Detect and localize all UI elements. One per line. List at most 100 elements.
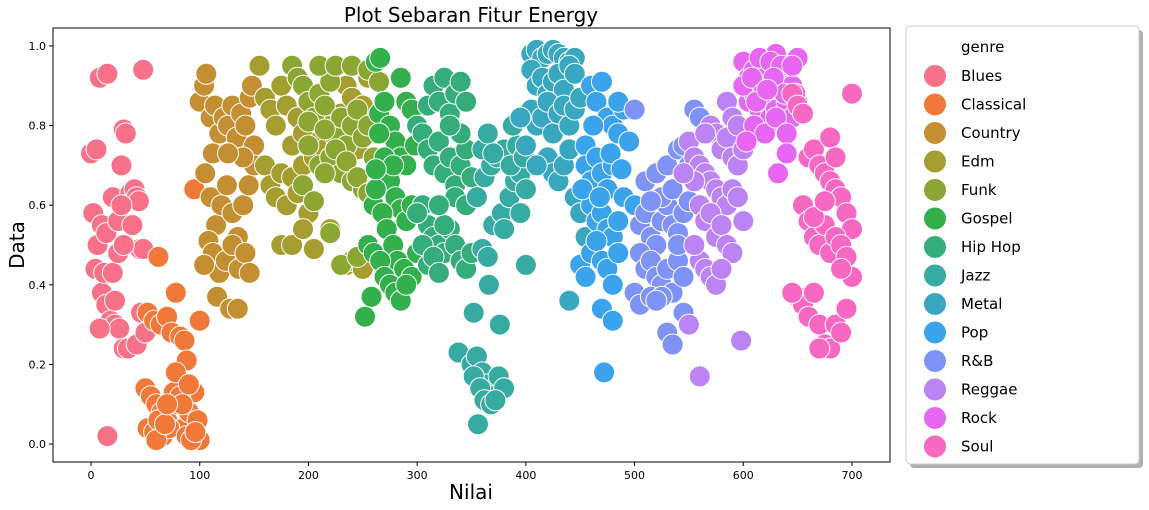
legend-label: Jazz (960, 267, 990, 285)
point-reggae (710, 214, 733, 237)
legend-label: Gospel (961, 210, 1013, 228)
x-tick-label: 0 (88, 469, 95, 482)
point-funk (313, 94, 336, 117)
point-blues (96, 62, 119, 85)
point-hip-hop (427, 130, 450, 153)
point-gospel (364, 158, 387, 181)
point-classical (177, 373, 200, 396)
point-rock (754, 122, 776, 145)
point-country (238, 261, 261, 284)
point-edm (292, 218, 314, 241)
x-tick-label: 700 (841, 469, 862, 482)
legend: genre Blues Classical Country Edm Funk Gospel… (905, 25, 1143, 468)
point-country (195, 62, 218, 85)
y-tick-label: 0.2 (29, 358, 47, 371)
legend-label: Rock (961, 409, 997, 427)
point-gospel (395, 273, 418, 296)
point-gospel (364, 178, 387, 201)
legend-marker (923, 434, 947, 459)
point-hip-hop (455, 90, 478, 113)
point-r-b (661, 333, 684, 356)
x-tick-label: 500 (624, 469, 645, 482)
legend-marker (923, 263, 947, 288)
legend-marker (923, 121, 947, 145)
point-country (232, 194, 255, 217)
point-country (226, 297, 249, 320)
point-r-b (645, 289, 668, 312)
point-soul (813, 190, 836, 213)
point-blues (96, 425, 119, 448)
legend-marker (923, 64, 947, 88)
point-pop (618, 130, 641, 153)
point-hip-hop (427, 194, 450, 217)
legend-label: Metal (961, 295, 1002, 313)
point-soul (792, 102, 814, 125)
point-rock (740, 66, 763, 89)
point-blues (88, 317, 111, 340)
legend-label: Funk (961, 181, 997, 199)
point-rock (764, 106, 787, 129)
legend-label: Soul (961, 438, 993, 456)
point-hip-hop (406, 202, 429, 225)
point-reggae (688, 365, 711, 388)
ticks-layer: 0 100 200 300 400 500 600 700 0.0 0.2 0.4 0.6 0.8 1.0 (29, 40, 863, 482)
legend-label: Edm (961, 153, 995, 171)
point-pop (610, 158, 633, 181)
point-funk (313, 162, 336, 185)
point-classical (184, 421, 207, 444)
legend-marker (923, 406, 947, 430)
point-soul (835, 297, 858, 320)
point-funk (313, 118, 336, 141)
point-gospel (354, 305, 376, 328)
y-axis-label: Data (5, 221, 29, 269)
point-classical (156, 393, 179, 416)
y-tick-label: 0.0 (29, 438, 47, 451)
point-metal (509, 106, 532, 129)
point-blues (114, 122, 137, 145)
point-blues (110, 154, 133, 177)
point-metal (525, 154, 548, 177)
point-soul (808, 337, 831, 360)
legend-marker (923, 320, 947, 345)
x-tick-label: 600 (733, 469, 754, 482)
point-classical (154, 413, 176, 436)
legend-label: Blues (961, 67, 1002, 85)
chart-title: Plot Sebaran Fitur Energy (344, 3, 598, 27)
point-reggae (683, 234, 706, 256)
y-tick-label: 0.8 (29, 120, 47, 133)
legend-label: Reggae (961, 381, 1017, 399)
point-jazz (477, 273, 500, 296)
point-pop (588, 186, 611, 209)
point-soul (819, 126, 842, 149)
point-funk (297, 134, 320, 157)
point-jazz (462, 301, 485, 324)
point-reggae (672, 162, 695, 185)
point-blues (110, 194, 133, 217)
point-blues (85, 138, 108, 161)
legend-marker (923, 149, 947, 174)
y-tick-label: 0.6 (29, 199, 47, 212)
point-jazz (476, 122, 499, 145)
legend-marker (923, 349, 947, 373)
point-jazz (509, 202, 532, 225)
point-r-b (623, 98, 646, 121)
point-blues (132, 58, 155, 81)
point-blues (121, 214, 144, 237)
point-jazz (467, 413, 489, 436)
point-jazz (488, 313, 511, 336)
point-reggae (730, 329, 753, 352)
point-gospel (369, 46, 392, 69)
point-funk (302, 190, 325, 213)
point-blues (112, 234, 135, 256)
point-funk (346, 98, 369, 121)
point-funk (346, 166, 369, 189)
point-reggae (721, 242, 744, 264)
point-r-b (639, 190, 662, 213)
point-classical (173, 329, 196, 352)
legend-label: Classical (961, 96, 1026, 114)
point-rock (781, 54, 804, 77)
points-layer (80, 38, 863, 452)
point-jazz (465, 186, 488, 209)
point-soul (824, 146, 847, 169)
